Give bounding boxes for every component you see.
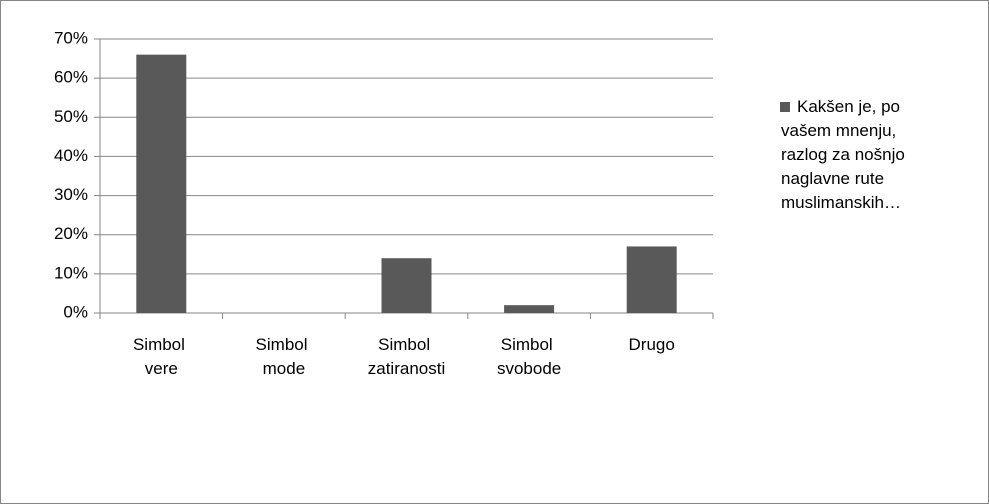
- y-tick-label: 0%: [63, 302, 88, 321]
- y-tick-label: 50%: [54, 107, 88, 126]
- x-tick-label: Simbol svobode: [497, 335, 561, 378]
- x-tick-label: Drugo: [629, 335, 675, 354]
- x-tick-label: Simbol vere: [133, 335, 190, 378]
- y-tick-label: 40%: [54, 146, 88, 165]
- y-tick-label: 60%: [54, 68, 88, 87]
- y-tick-label: 70%: [54, 28, 88, 47]
- bar: [381, 258, 432, 313]
- legend-swatch: [780, 102, 790, 112]
- y-tick-label: 10%: [54, 263, 88, 282]
- y-tick-label: 20%: [54, 224, 88, 243]
- y-tick-label: 30%: [54, 185, 88, 204]
- x-tick-label: Simbol mode: [256, 335, 313, 378]
- bar: [136, 54, 187, 314]
- bar: [504, 305, 555, 313]
- legend-label: Kakšen je, po vašem mnenju, razlog za no…: [781, 97, 910, 212]
- bar: [626, 246, 677, 313]
- x-tick-label: Simbol zatiranosti: [368, 335, 445, 378]
